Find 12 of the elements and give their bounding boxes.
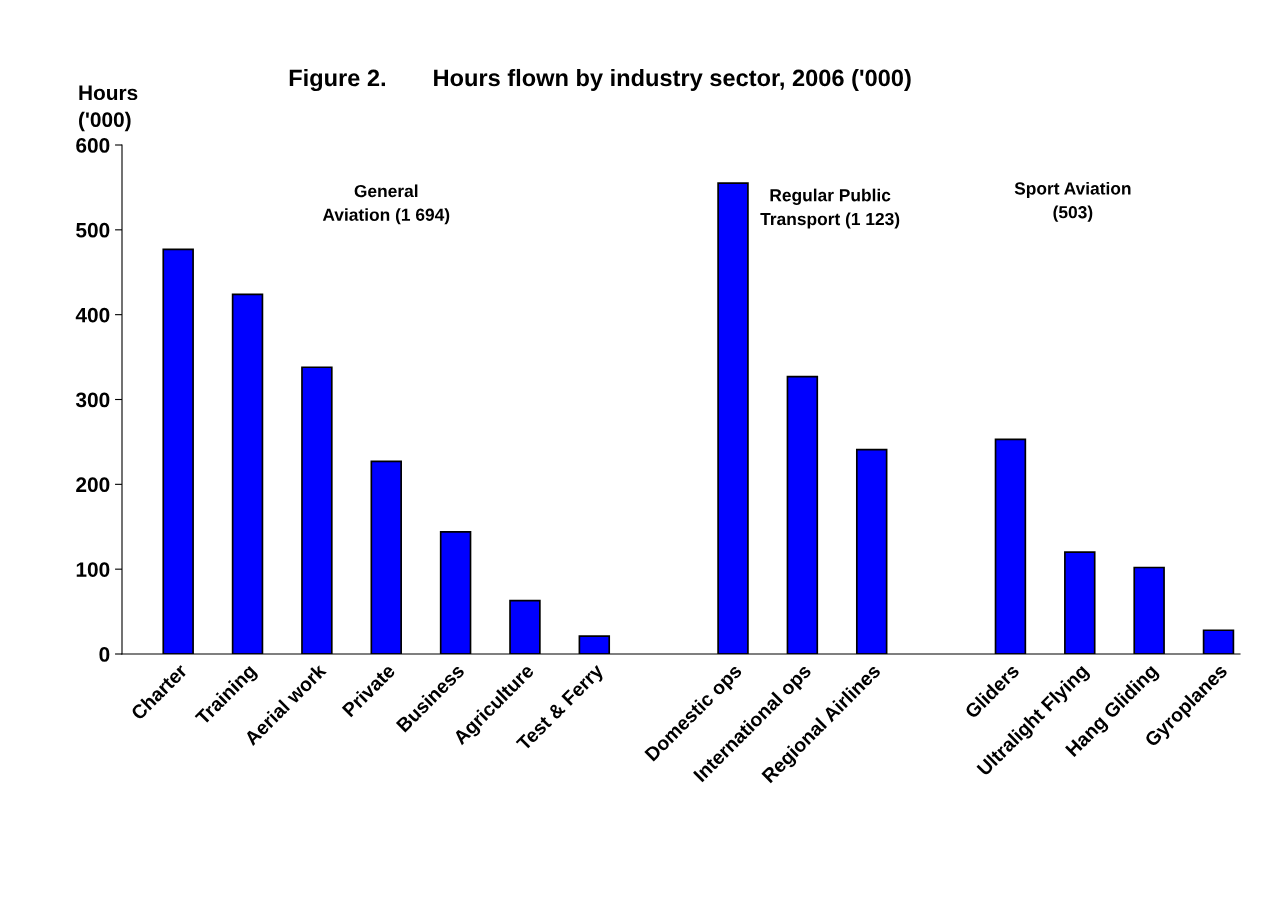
annotation: General Aviation (1 694) — [322, 184, 450, 225]
y-tick-label: 500 — [76, 222, 110, 238]
y-tick-label: 400 — [75, 307, 110, 323]
y-tick-label: 0 — [99, 647, 110, 662]
y-tick-label: 200 — [76, 477, 110, 493]
annotation: Sport Aviation (503) — [1014, 181, 1131, 222]
y-tick-label: 600 — [76, 138, 110, 153]
y-tick-label: 300 — [75, 392, 110, 408]
y-axis-title: Hours ('000) — [79, 85, 138, 132]
y-tick-label: 100 — [76, 562, 110, 577]
annotation: Regular Public Transport (1 123) — [760, 188, 900, 229]
chart-title: Figure 2. Hours flown by industry sector, 2006 ('000) — [289, 68, 911, 92]
